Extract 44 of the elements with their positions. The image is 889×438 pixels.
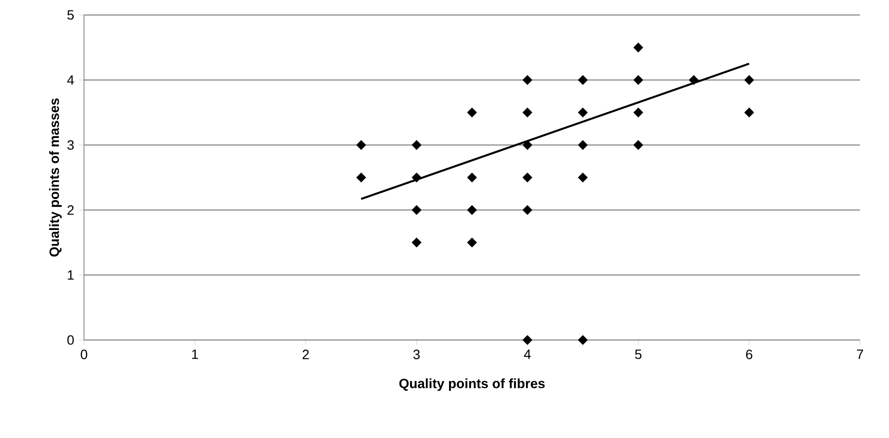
point xyxy=(633,42,644,52)
x-tick-label: 0 xyxy=(80,350,88,360)
y-tick-label: 2 xyxy=(68,205,74,215)
y-axis-title: Quality points of masses xyxy=(49,98,62,257)
point xyxy=(412,205,422,215)
point xyxy=(467,238,477,248)
point xyxy=(356,172,366,182)
point xyxy=(467,172,477,182)
point xyxy=(412,238,422,248)
point xyxy=(633,140,644,150)
point xyxy=(522,108,532,118)
point xyxy=(522,172,532,182)
y-tick-label: 3 xyxy=(67,140,74,150)
point xyxy=(578,335,588,345)
point xyxy=(578,140,588,150)
point xyxy=(522,75,532,85)
point xyxy=(744,75,754,85)
point xyxy=(412,172,422,182)
x-tick-label: 7 xyxy=(856,350,864,359)
point xyxy=(467,205,477,215)
point xyxy=(522,335,532,345)
point xyxy=(467,108,477,118)
x-tick-label: 5 xyxy=(635,350,642,360)
x-tick-label: 2 xyxy=(302,350,309,360)
point xyxy=(633,108,644,118)
point xyxy=(578,75,588,85)
point xyxy=(744,108,754,118)
point xyxy=(633,75,644,85)
point xyxy=(522,140,532,150)
point xyxy=(356,140,366,150)
x-axis-title: Quality points of fibres xyxy=(399,378,545,391)
point xyxy=(522,205,532,215)
point xyxy=(412,140,422,150)
y-tick-label: 5 xyxy=(67,10,74,20)
point xyxy=(688,75,699,85)
point xyxy=(578,172,588,182)
point xyxy=(578,108,588,118)
x-tick-label: 6 xyxy=(746,350,752,360)
y-tick-label: 1 xyxy=(68,270,74,280)
y-tick-label: 4 xyxy=(67,75,74,85)
x-tick-label: 1 xyxy=(192,350,198,359)
x-tick-label: 3 xyxy=(413,350,420,360)
y-tick-label: 0 xyxy=(67,335,74,345)
x-tick-label: 4 xyxy=(524,350,531,359)
